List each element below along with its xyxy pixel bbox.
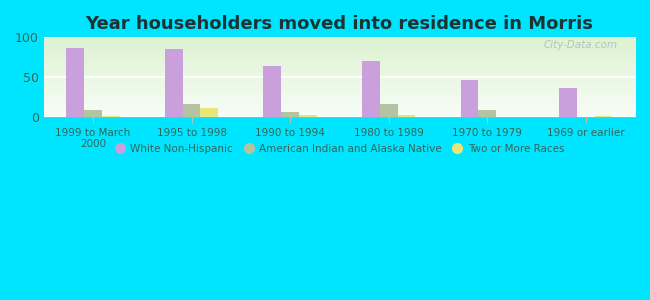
Text: City-Data.com: City-Data.com [543,40,618,50]
Legend: White Non-Hispanic, American Indian and Alaska Native, Two or More Races: White Non-Hispanic, American Indian and … [111,140,568,158]
Bar [200,108,218,117]
Bar [559,88,577,117]
Bar [478,110,496,117]
Title: Year householders moved into residence in Morris: Year householders moved into residence i… [85,15,593,33]
Bar [281,112,299,117]
Bar [380,104,398,117]
Bar [84,110,102,117]
Bar [398,115,415,117]
Bar [102,116,120,117]
Bar [595,116,612,117]
Bar [66,48,84,117]
Bar [299,115,317,117]
Bar [165,49,183,117]
Bar [263,66,281,117]
Bar [461,80,478,117]
Bar [183,104,200,117]
Bar [362,61,380,117]
